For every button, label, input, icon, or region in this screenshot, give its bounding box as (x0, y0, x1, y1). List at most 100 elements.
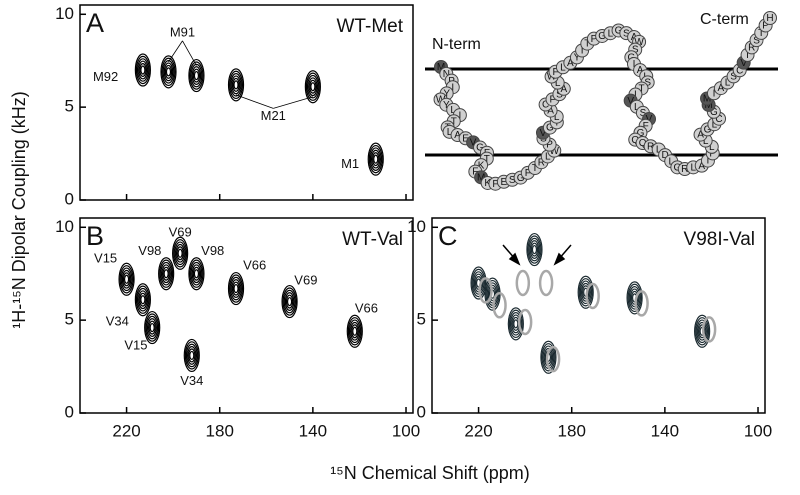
peak-label: V34 (106, 313, 129, 328)
residue-letter: I (746, 50, 749, 61)
y-tick-label: 5 (417, 310, 426, 329)
residue-letter: C (736, 65, 743, 76)
residue-letter: F (552, 67, 558, 78)
contour-line (173, 239, 188, 268)
contour-line (189, 61, 204, 90)
x-tick-label: 180 (558, 421, 586, 440)
peak (538, 269, 554, 297)
contour-line (351, 324, 359, 339)
residue-letter: F (525, 168, 531, 179)
contour-line (627, 283, 642, 313)
contour-line (163, 269, 169, 279)
contour-line (227, 271, 245, 306)
residue-letter: E (501, 177, 508, 188)
contour-line (135, 285, 150, 314)
peak (545, 345, 561, 373)
peak (134, 53, 151, 87)
residue-letter: F (492, 179, 498, 190)
residue-letter: A (698, 161, 705, 172)
contour-line (509, 312, 522, 336)
contour-line (283, 289, 296, 314)
contour-line (541, 343, 556, 372)
residue-letter: F (549, 94, 555, 105)
contour-line (304, 70, 321, 104)
contour-line (628, 286, 641, 310)
contour-line (285, 294, 294, 309)
x-tick-label: 220 (112, 421, 140, 440)
contour-line (372, 152, 380, 167)
contour-line (306, 74, 319, 99)
contour-line (163, 62, 174, 82)
residue-letter: L (690, 162, 696, 173)
residue-letter: L (447, 127, 453, 138)
contour-line (176, 246, 184, 261)
residue-letter: L (608, 28, 614, 39)
contour-line (146, 315, 159, 340)
contour-line (184, 341, 199, 370)
contour-line (161, 57, 176, 87)
contour-line (148, 320, 156, 335)
residue-letter: V (646, 114, 653, 125)
contour-line (530, 242, 539, 257)
panel-title: WT-Met (337, 16, 404, 37)
contour-line (527, 235, 542, 264)
peak (134, 283, 151, 317)
residue-letter: L (560, 62, 566, 73)
residue-letter: S (640, 108, 647, 119)
contour-line (229, 274, 244, 303)
peak (478, 277, 493, 304)
contour-line (175, 243, 185, 263)
residue-letter: S (753, 35, 760, 46)
peak (492, 292, 507, 319)
residue-letter: V (470, 137, 477, 148)
contour-line (349, 321, 360, 341)
residue-letter: P (762, 21, 769, 32)
residue-letter: I (581, 46, 584, 57)
residue-letter: H (766, 13, 773, 24)
x-tick-label: 140 (651, 421, 679, 440)
peak-label: M91 (170, 24, 195, 39)
contour-line (120, 267, 133, 292)
peak-label: M92 (93, 69, 118, 84)
leader-line (273, 96, 313, 109)
contour-line (370, 149, 381, 169)
contour-line (368, 144, 383, 174)
contour-line (233, 80, 239, 90)
residue-letter: P (591, 34, 598, 45)
contour-line (373, 154, 379, 164)
contour-line (282, 287, 297, 316)
peak (346, 314, 363, 348)
contour-line (230, 276, 242, 301)
residue-letter: G (598, 31, 606, 42)
residue-letter: T (758, 28, 764, 39)
contour-line (139, 62, 147, 77)
contour-line (165, 67, 172, 77)
residue-letter: Y (443, 88, 450, 99)
contour-line (526, 232, 543, 267)
contour-line (695, 317, 710, 346)
contour-line (698, 324, 706, 339)
peak (304, 70, 321, 104)
y-tick-label: 5 (65, 97, 74, 116)
residue-letter: G (546, 123, 554, 134)
contour-line (305, 72, 320, 101)
residue-letter: L (709, 142, 715, 153)
contour-line (161, 264, 171, 284)
contour-line (347, 317, 362, 346)
residue-letter: G (476, 143, 484, 154)
residue-letter: G (710, 107, 718, 118)
contour-line (121, 269, 132, 289)
contour-line (183, 338, 200, 373)
contour-line (538, 269, 554, 297)
plot-frame (79, 217, 414, 414)
residue-letter: R (647, 141, 654, 152)
panel-label: A (86, 8, 104, 38)
contour-line (231, 75, 241, 95)
residue-letter: F (472, 167, 478, 178)
residue-letter: L (725, 78, 731, 89)
contour-line (160, 261, 173, 286)
peak (188, 58, 205, 93)
contour-line (192, 266, 201, 281)
residue-letter: I (707, 156, 710, 167)
